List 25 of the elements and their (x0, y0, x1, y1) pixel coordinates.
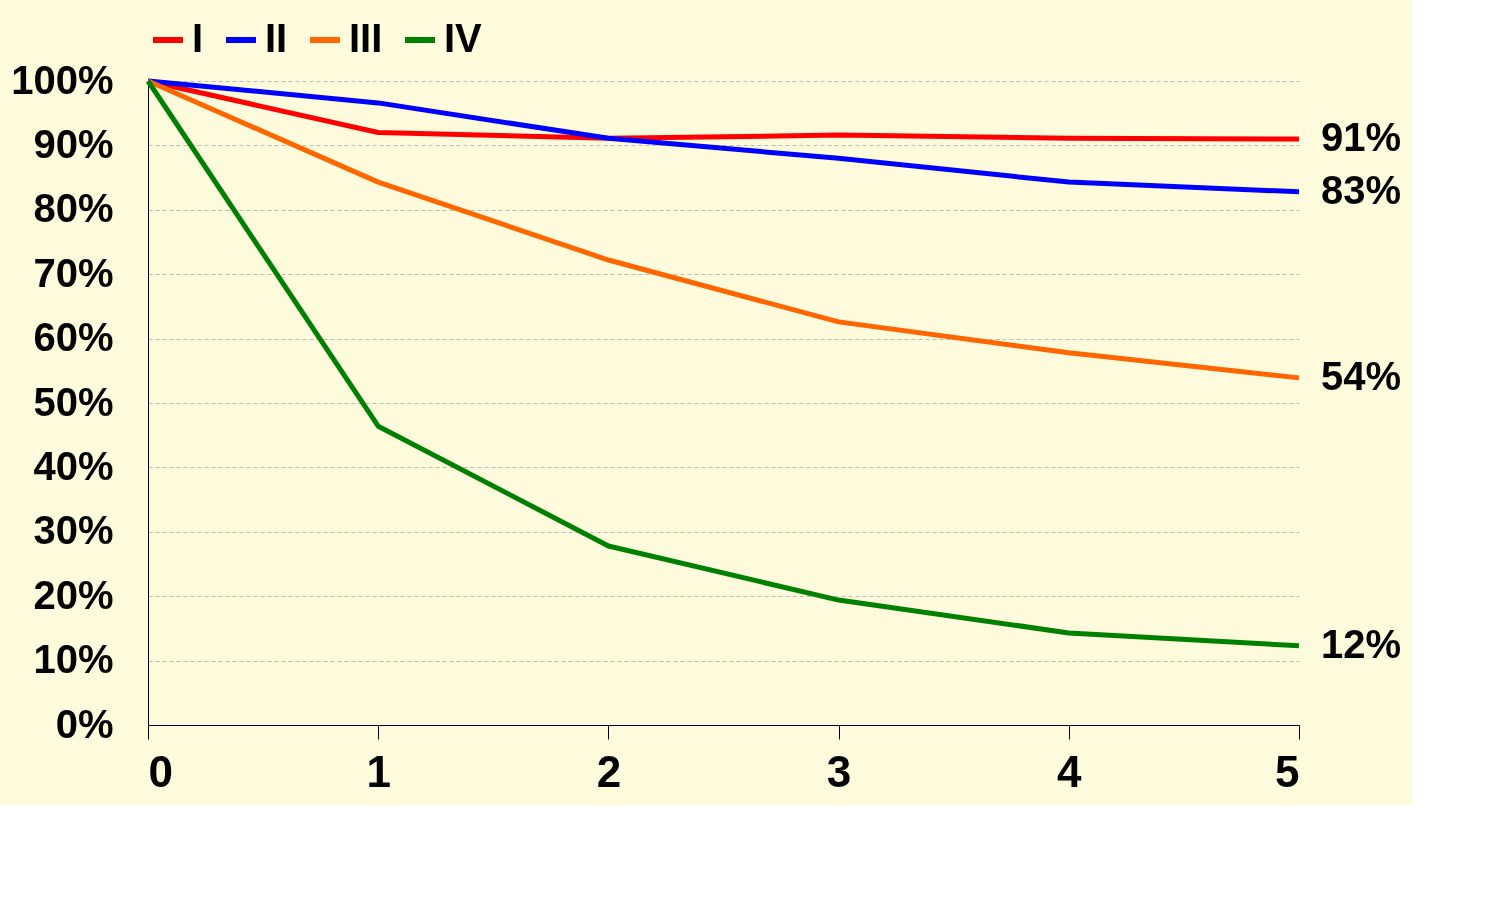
legend-label: II (265, 16, 288, 60)
y-tick-label: 0% (55, 701, 114, 746)
y-tick-label: 60% (33, 315, 114, 360)
x-tick-label: 1 (366, 746, 391, 796)
y-tick-label: 20% (33, 572, 114, 617)
y-tick-label: 10% (33, 637, 114, 682)
data-label: 83% (1321, 167, 1402, 212)
y-tick-label: 40% (33, 443, 114, 488)
y-tick-label: 80% (33, 186, 114, 231)
legend-label: III (349, 16, 383, 60)
x-tick-label: 5 (1275, 746, 1300, 796)
y-tick-label: 100% (11, 57, 114, 102)
x-tick-label: 0 (148, 746, 173, 796)
legend-label: I (192, 16, 204, 60)
y-tick-label: 50% (33, 379, 114, 424)
y-tick-label: 30% (33, 508, 114, 553)
x-tick-label: 4 (1057, 746, 1083, 796)
data-label: 12% (1321, 621, 1402, 666)
x-tick-label: 3 (826, 746, 852, 796)
x-tick-label: 2 (596, 746, 622, 796)
data-label: 91% (1321, 114, 1402, 159)
legend-label: IV (444, 16, 483, 60)
y-tick-label: 90% (33, 121, 114, 166)
y-tick-label: 70% (33, 250, 114, 295)
data-label: 54% (1321, 353, 1402, 398)
